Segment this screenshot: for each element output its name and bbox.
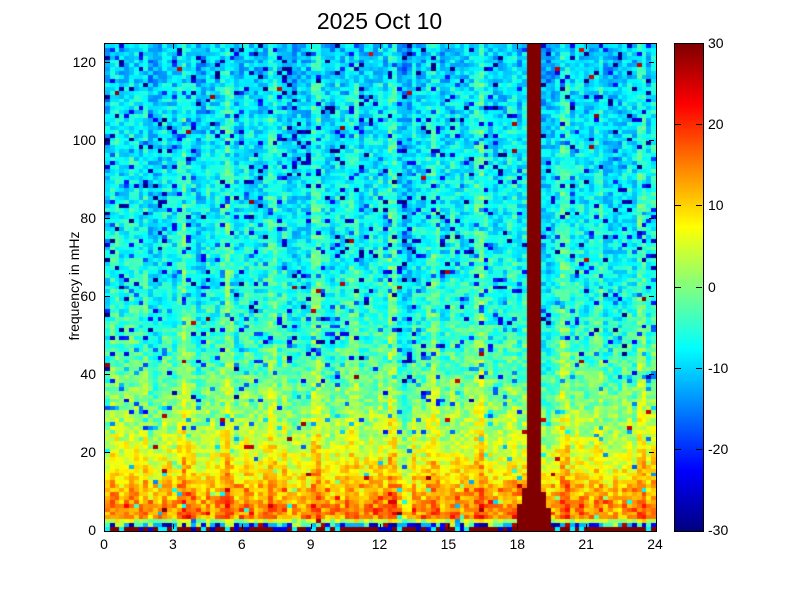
colorbar-tick-label: 0 bbox=[708, 278, 716, 295]
x-tick-label: 6 bbox=[237, 536, 246, 552]
x-tick-mark bbox=[586, 44, 587, 49]
colorbar-tick-mark bbox=[675, 287, 681, 288]
x-tick-label: 3 bbox=[168, 536, 177, 552]
x-tick-mark bbox=[173, 524, 174, 529]
colorbar-tick-mark bbox=[675, 449, 681, 450]
colorbar-tick-mark bbox=[696, 124, 702, 125]
colorbar-tick-mark bbox=[696, 205, 702, 206]
x-tick-mark bbox=[380, 44, 381, 49]
y-tick-mark bbox=[105, 296, 110, 297]
colorbar-tick-mark bbox=[675, 368, 681, 369]
y-tick-label: 60 bbox=[80, 288, 96, 305]
y-tick-label: 0 bbox=[88, 522, 96, 538]
x-tick-mark bbox=[517, 44, 518, 49]
colorbar-tick-mark bbox=[675, 205, 681, 206]
y-tick-label: 120 bbox=[72, 54, 96, 71]
x-tick-mark bbox=[242, 44, 243, 49]
x-tick-mark bbox=[311, 44, 312, 49]
colorbar-tick-mark bbox=[696, 368, 702, 369]
colorbar-tick-label: 10 bbox=[708, 197, 724, 214]
y-tick-label: 40 bbox=[80, 366, 96, 383]
colorbar-tick-mark bbox=[696, 287, 702, 288]
y-tick-mark bbox=[649, 140, 654, 141]
y-tick-mark bbox=[105, 62, 110, 63]
colorbar-tick-label: -10 bbox=[708, 359, 729, 376]
x-tick-label: 21 bbox=[578, 536, 594, 552]
y-tick-mark bbox=[105, 140, 110, 141]
y-tick-mark bbox=[105, 374, 110, 375]
x-tick-label: 12 bbox=[371, 536, 388, 552]
x-tick-label: 18 bbox=[509, 536, 526, 552]
colorbar-tick-label: 30 bbox=[708, 35, 724, 51]
x-tick-mark bbox=[517, 524, 518, 529]
x-tick-mark bbox=[242, 524, 243, 529]
y-tick-mark bbox=[105, 218, 110, 219]
x-tick-label: 9 bbox=[306, 536, 315, 552]
x-tick-mark bbox=[173, 44, 174, 49]
x-tick-mark bbox=[448, 44, 449, 49]
y-tick-mark bbox=[105, 452, 110, 453]
x-tick-label: 24 bbox=[647, 536, 663, 552]
x-tick-mark bbox=[311, 524, 312, 529]
y-tick-label: 100 bbox=[72, 132, 96, 149]
colorbar-tick-label: -30 bbox=[708, 522, 729, 538]
y-tick-mark bbox=[649, 374, 654, 375]
x-tick-label: 15 bbox=[440, 536, 457, 552]
colorbar-tick-mark bbox=[675, 124, 681, 125]
colorbar-tick-mark bbox=[696, 449, 702, 450]
x-tick-mark bbox=[380, 524, 381, 529]
y-tick-label: 20 bbox=[80, 444, 96, 461]
x-tick-mark bbox=[448, 524, 449, 529]
x-tick-mark bbox=[586, 524, 587, 529]
y-tick-mark bbox=[649, 296, 654, 297]
heatmap-canvas bbox=[105, 44, 656, 531]
x-tick-label: 0 bbox=[100, 536, 108, 552]
y-tick-mark bbox=[649, 62, 654, 63]
chart-title: 2025 Oct 10 bbox=[316, 8, 443, 34]
colorbar-tick-label: -20 bbox=[708, 440, 729, 457]
y-tick-label: 80 bbox=[80, 210, 96, 227]
y-tick-mark bbox=[649, 452, 654, 453]
y-tick-mark bbox=[649, 218, 654, 219]
colorbar-tick-label: 20 bbox=[708, 116, 724, 133]
plot-area bbox=[104, 43, 657, 532]
